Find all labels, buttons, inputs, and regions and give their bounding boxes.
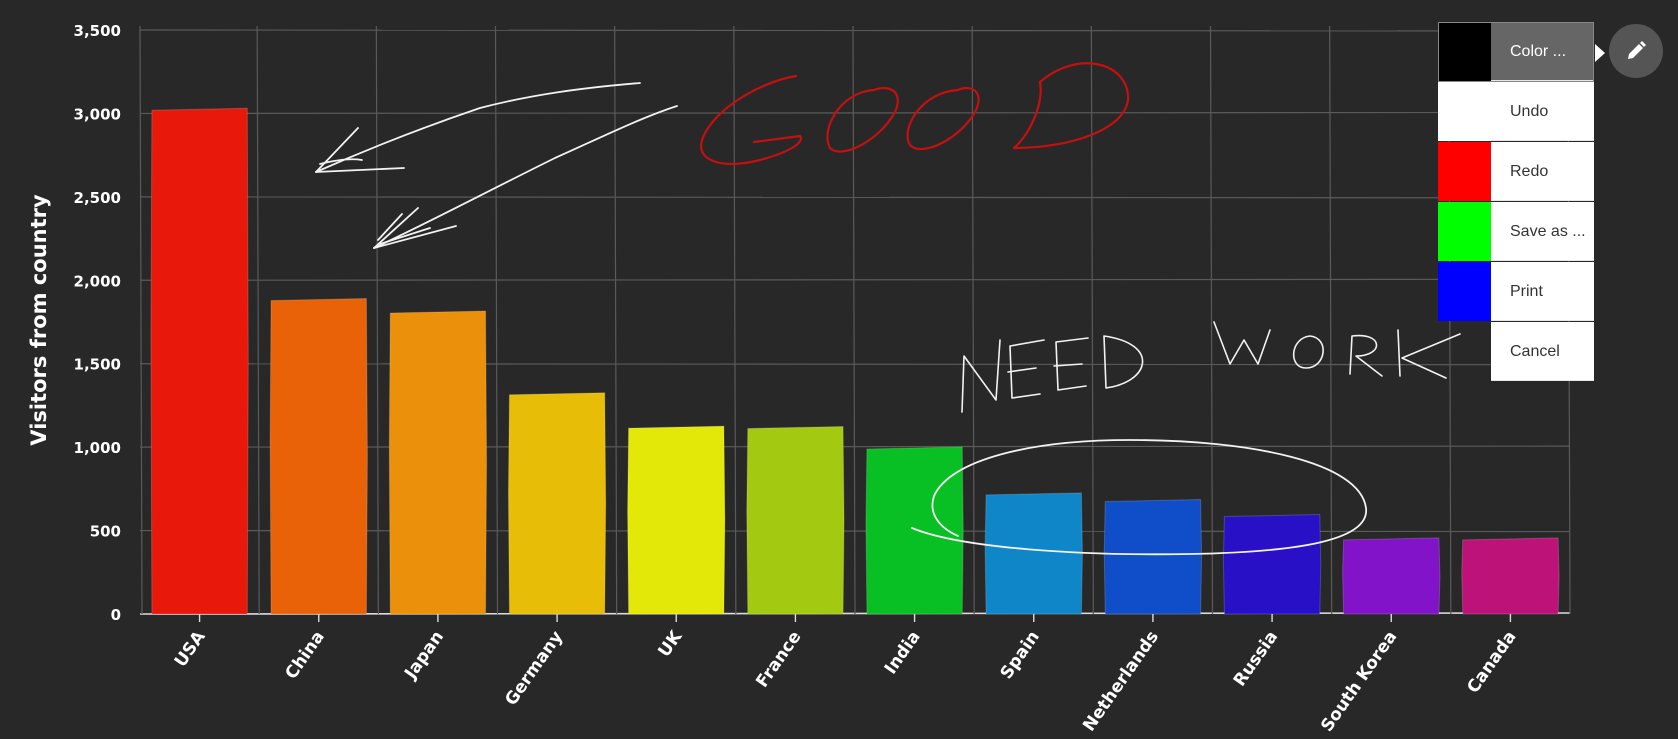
grid-line-vertical bbox=[1209, 25, 1214, 615]
bar-china bbox=[269, 297, 368, 615]
annotation-good bbox=[699, 62, 1130, 165]
pencil-icon bbox=[1628, 41, 1646, 59]
x-axis-ticks: USA China Japan Germany UK France India Spain Ne… bbox=[171, 614, 1521, 736]
x-tick-label: Japan bbox=[400, 627, 448, 683]
menu-item-print[interactable]: Print bbox=[1491, 262, 1594, 321]
x-tick-label: USA bbox=[171, 627, 210, 671]
grid-line-vertical bbox=[1329, 25, 1333, 615]
x-tick-label: South Korea bbox=[1317, 627, 1401, 735]
color-swatch[interactable] bbox=[1438, 262, 1491, 321]
y-tick-label: 0 bbox=[111, 606, 121, 624]
bar-russia bbox=[1222, 514, 1322, 615]
bar-germany bbox=[507, 392, 607, 615]
y-axis-label: Visitors from country bbox=[27, 194, 51, 446]
menu-pointer-arrow bbox=[1595, 44, 1605, 62]
color-swatch[interactable] bbox=[1438, 142, 1491, 201]
bar-uk bbox=[627, 425, 726, 615]
x-tick-label: Canada bbox=[1463, 627, 1520, 697]
bar-netherlands bbox=[1103, 499, 1203, 615]
x-tick-label: China bbox=[281, 627, 328, 683]
y-tick-label: 1,000 bbox=[74, 439, 121, 457]
y-tick-label: 500 bbox=[90, 523, 121, 541]
menu-row: Redo bbox=[1438, 142, 1594, 202]
menu-row: Cancel bbox=[1438, 322, 1594, 382]
x-tick-label: Russia bbox=[1230, 627, 1282, 690]
menu-item-color[interactable]: Color ... bbox=[1491, 22, 1594, 81]
grid-line-vertical bbox=[494, 25, 499, 615]
grid-line-vertical bbox=[971, 25, 975, 615]
x-tick-label: Netherlands bbox=[1079, 627, 1163, 735]
menu-item-cancel[interactable]: Cancel bbox=[1491, 322, 1594, 381]
bar-spain bbox=[984, 492, 1083, 615]
grid-line-vertical bbox=[1090, 25, 1094, 615]
y-tick-label: 2,500 bbox=[74, 189, 121, 207]
y-tick-label: 3,500 bbox=[74, 22, 121, 40]
y-tick-label: 3,000 bbox=[74, 105, 121, 123]
bar-canada bbox=[1461, 537, 1560, 615]
grid-line-vertical bbox=[852, 25, 856, 615]
menu-item-undo[interactable]: Undo bbox=[1491, 82, 1594, 141]
menu-item-save-as[interactable]: Save as ... bbox=[1491, 202, 1594, 261]
x-tick-label: France bbox=[752, 627, 805, 691]
color-swatch[interactable] bbox=[1438, 22, 1491, 81]
grid-line-vertical bbox=[733, 25, 737, 615]
menu-item-redo[interactable]: Redo bbox=[1491, 142, 1594, 201]
menu-row: Print bbox=[1438, 262, 1594, 322]
y-tick-label: 2,000 bbox=[74, 272, 121, 290]
color-swatch[interactable] bbox=[1438, 202, 1491, 261]
bar-usa bbox=[150, 107, 249, 615]
grid-line-horizontal bbox=[139, 278, 1571, 281]
grid-line-horizontal bbox=[139, 111, 1571, 115]
y-axis-ticks: 0 500 1,000 1,500 2,000 2,500 3,000 3,500 bbox=[74, 22, 121, 624]
grid-line-vertical bbox=[375, 25, 379, 615]
annotation-ellipse bbox=[911, 439, 1367, 556]
grid-line-vertical bbox=[139, 25, 143, 615]
bar-japan bbox=[388, 310, 488, 615]
menu-row: Color ... bbox=[1438, 22, 1594, 82]
x-tick-label: Germany bbox=[501, 627, 567, 709]
grid-line-vertical bbox=[256, 25, 260, 615]
x-tick-label: UK bbox=[654, 627, 686, 661]
menu-row: Undo bbox=[1438, 82, 1594, 142]
grid-line-horizontal bbox=[139, 29, 1571, 32]
chart-grid bbox=[139, 25, 1571, 615]
y-tick-label: 1,500 bbox=[74, 356, 121, 374]
x-tick-label: India bbox=[881, 627, 925, 678]
grid-line-horizontal bbox=[139, 363, 1571, 366]
color-swatch[interactable] bbox=[1438, 82, 1491, 141]
context-menu: Color ... Undo Redo Save as ... Print Cancel bbox=[1438, 22, 1594, 382]
menu-toggle-button[interactable] bbox=[1609, 24, 1663, 78]
bar-france bbox=[746, 425, 845, 615]
annotation-need-work bbox=[961, 321, 1461, 413]
x-tick-label: Spain bbox=[997, 627, 1044, 683]
grid-line-vertical bbox=[614, 25, 618, 615]
annotation-arrows bbox=[315, 82, 678, 249]
bar-south-korea bbox=[1342, 537, 1441, 615]
menu-row: Save as ... bbox=[1438, 202, 1594, 262]
grid-line-horizontal bbox=[139, 196, 1571, 199]
